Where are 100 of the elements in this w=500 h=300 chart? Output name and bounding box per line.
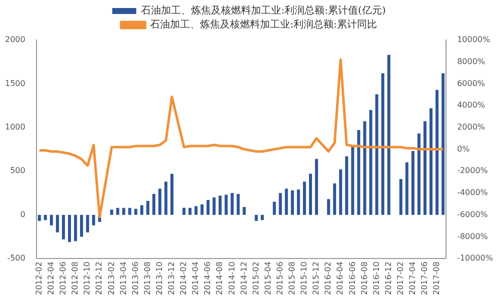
- bar: [345, 156, 348, 215]
- x-tick-label: 2013-02: [106, 262, 116, 296]
- y2-tick-label: -4000%: [457, 188, 488, 198]
- x-tick-label: 2014-04: [191, 262, 200, 296]
- bar: [140, 205, 144, 215]
- x-tick-label: 2012-02: [34, 262, 44, 296]
- y2-tick-label: 10000%: [457, 35, 491, 44]
- x-tick-label: 2013-08: [142, 262, 152, 296]
- x-tick-label: 2013-12: [167, 262, 176, 296]
- bar: [80, 214, 84, 237]
- bar: [38, 214, 41, 221]
- x-tick-label: 2013-10: [154, 262, 164, 296]
- bar: [272, 202, 276, 215]
- x-tick-label: 2012-10: [82, 262, 92, 296]
- bar: [164, 182, 168, 215]
- bar: [188, 208, 192, 215]
- bar: [50, 214, 53, 226]
- x-tick-label: 2015-02: [251, 262, 260, 296]
- bar: [399, 179, 402, 215]
- bar: [381, 73, 384, 215]
- bar: [302, 182, 306, 215]
- x-tick-label: 2014-06: [203, 262, 212, 296]
- bar: [387, 54, 390, 215]
- bar: [116, 208, 120, 215]
- bar: [405, 162, 408, 215]
- x-tick-label: 2014-10: [227, 262, 236, 296]
- bar: [411, 151, 414, 215]
- bar: [333, 183, 336, 215]
- legend-label: 石油加工、炼焦及核燃料加工业:利润总额:累计同比: [150, 18, 377, 31]
- x-tick-label: 2015-04: [263, 262, 272, 296]
- bar: [363, 121, 366, 215]
- bar: [357, 130, 360, 215]
- bar: [290, 190, 294, 215]
- x-tick-label: 2016-08: [360, 262, 369, 296]
- x-tick-label: 2016-12: [384, 262, 393, 296]
- x-tick-label: 2014-02: [179, 262, 188, 296]
- x-tick-label: 2017-06: [420, 262, 430, 296]
- y2-tick-label: 6000%: [457, 78, 486, 88]
- x-tick-label: 2013-06: [130, 262, 140, 296]
- bar: [206, 200, 210, 215]
- bar: [308, 174, 312, 215]
- x-tick-label: 2016-06: [348, 262, 357, 296]
- legend-label: 石油加工、炼焦及核燃料加工业:利润总额:累计值(亿元): [141, 4, 386, 17]
- y-tick-label: 1500: [5, 78, 26, 88]
- y-tick-label: 2000: [5, 35, 26, 44]
- x-tick-label: 2017-02: [396, 262, 405, 296]
- y-tick-label: 500: [10, 166, 26, 176]
- bar: [110, 210, 114, 215]
- x-tick-label: 2016-04: [336, 262, 345, 296]
- y2-tick-label: 2000%: [457, 122, 486, 132]
- bar: [56, 214, 59, 232]
- bar: [68, 214, 72, 242]
- bar: [369, 110, 372, 215]
- x-tick-label: 2012-12: [94, 262, 104, 296]
- x-tick-label: 2016-10: [372, 262, 381, 296]
- x-tick-label: 2015-12: [312, 262, 321, 296]
- x-tick-label: 2015-10: [300, 262, 309, 296]
- bar: [429, 108, 433, 215]
- bar: [134, 208, 138, 215]
- bar: [339, 169, 342, 215]
- bar: [423, 121, 426, 215]
- bar: [242, 206, 246, 215]
- bar: [152, 194, 156, 215]
- bar: [74, 214, 78, 242]
- bar: [230, 193, 234, 215]
- y2-tick-label: -10000%: [457, 254, 494, 263]
- bar: [146, 200, 150, 215]
- bar: [236, 194, 240, 215]
- bar: [170, 174, 174, 215]
- bar: [351, 146, 354, 215]
- bar: [44, 214, 47, 220]
- x-tick-label: 2017-04: [408, 262, 418, 296]
- x-tick-label: 2015-06: [275, 262, 284, 296]
- bar: [417, 134, 420, 215]
- y2-tick-label: 8000%: [457, 56, 486, 66]
- bar: [62, 214, 65, 240]
- y2-tick-label: 0%: [457, 144, 470, 154]
- bar: [92, 214, 96, 226]
- bar: [218, 196, 222, 215]
- bar: [254, 214, 258, 221]
- bar: [375, 94, 378, 215]
- x-tick-label: 2015-08: [288, 262, 296, 296]
- x-tick-label: 2012-08: [70, 262, 80, 296]
- bar: [128, 208, 132, 215]
- bar: [86, 214, 90, 232]
- y2-tick-label: -8000%: [457, 232, 488, 241]
- x-tick-label: 2012-06: [58, 262, 68, 296]
- bar: [284, 188, 288, 215]
- x-tick-label: 2012-04: [46, 262, 56, 296]
- bar: [122, 208, 126, 215]
- y-tick-label: 0: [20, 210, 26, 219]
- bar: [278, 193, 282, 215]
- y-tick-label: -500: [7, 254, 26, 263]
- bar: [182, 208, 186, 215]
- bar: [315, 158, 318, 215]
- bar: [224, 194, 228, 215]
- y2-tick-label: 4000%: [457, 100, 486, 110]
- x-tick-label: 2014-12: [239, 262, 248, 296]
- y2-tick-label: -6000%: [457, 210, 488, 219]
- bar: [194, 206, 198, 215]
